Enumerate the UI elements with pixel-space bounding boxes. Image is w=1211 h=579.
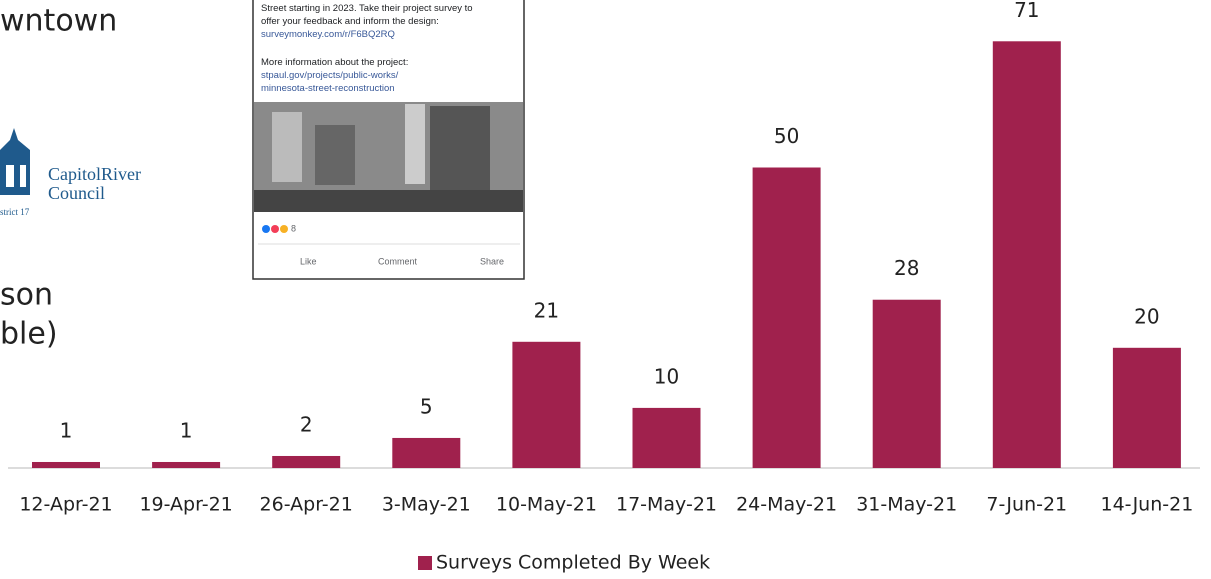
bar (1113, 348, 1181, 468)
bar (753, 168, 821, 469)
data-label: 1 (60, 418, 73, 442)
facebook-post: Street starting in 2023. Take their proj… (253, 0, 524, 279)
bar (873, 300, 941, 468)
data-label: 5 (420, 394, 433, 418)
x-tick-label: 3-May-21 (382, 494, 471, 516)
post-text: offer your feedback and inform the desig… (261, 16, 439, 27)
x-tick-label: 24-May-21 (736, 494, 837, 516)
bar (392, 438, 460, 468)
bar (152, 462, 220, 468)
bar (512, 342, 580, 468)
slide-title: wntown (0, 4, 117, 39)
bar (993, 41, 1061, 468)
data-label: 1 (180, 418, 193, 442)
x-tick-label: 31-May-21 (856, 494, 957, 516)
share-button[interactable]: Share (480, 256, 504, 266)
logo (0, 128, 30, 195)
body-text: son (0, 278, 53, 313)
like-button[interactable]: Like (300, 256, 317, 266)
post-text: Street starting in 2023. Take their proj… (261, 3, 473, 14)
reaction-count: 8 (291, 223, 296, 233)
legend-swatch (418, 556, 432, 570)
bar (272, 456, 340, 468)
x-tick-label: 14-Jun-21 (1100, 494, 1193, 516)
data-label: 28 (894, 256, 919, 280)
logo-name: CapitolRiver (48, 164, 141, 184)
data-label: 2 (300, 412, 313, 436)
bar (633, 408, 701, 468)
x-tick-label: 19-Apr-21 (139, 494, 232, 516)
data-label: 21 (534, 298, 559, 322)
x-tick-label: 17-May-21 (616, 494, 717, 516)
legend-label: Surveys Completed By Week (436, 552, 710, 574)
x-tick-label: 26-Apr-21 (260, 494, 353, 516)
x-tick-label: 12-Apr-21 (19, 494, 112, 516)
logo-district: strict 17 (0, 207, 30, 217)
bar (32, 462, 100, 468)
post-text: More information about the project: (261, 57, 408, 68)
body-text: ble) (0, 317, 58, 352)
x-tick-label: 7-Jun-21 (986, 494, 1067, 516)
logo-name: Council (48, 183, 105, 203)
slide: wntown son ble) CapitolRiver Council str… (0, 0, 1211, 579)
data-label: 20 (1134, 304, 1159, 328)
data-label: 71 (1014, 0, 1039, 22)
data-label: 50 (774, 124, 799, 148)
data-label: 10 (654, 364, 679, 388)
post-link: surveymonkey.com/r/F6BQ2RQ (261, 29, 395, 40)
x-tick-label: 10-May-21 (496, 494, 597, 516)
post-link: minnesota-street-reconstruction (261, 83, 395, 94)
comment-button[interactable]: Comment (378, 256, 418, 266)
post-link: stpaul.gov/projects/public-works/ (261, 70, 399, 81)
